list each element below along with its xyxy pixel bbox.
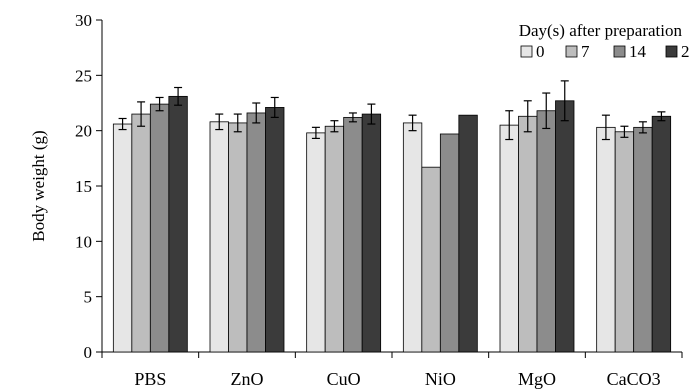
bar [343,116,363,353]
x-tick-label: ZnO [231,369,264,389]
bar [596,126,616,353]
bar [536,110,556,353]
y-axis: 0 5 10 15 20 25 30 [75,11,103,362]
y-tick-label: 15 [75,177,92,196]
legend-label: 0 [536,42,545,61]
bar [421,166,441,353]
bar [228,122,248,353]
bar [458,114,478,353]
bar [555,100,575,353]
bar [651,115,672,353]
y-tick-label: 0 [84,343,93,362]
bar [306,132,326,353]
legend-swatch [665,45,678,58]
bar [439,133,460,353]
bars [112,95,672,353]
bar [324,125,345,353]
legend-swatch [613,45,626,58]
bar [149,103,170,353]
error-bars [118,80,666,141]
bar [246,112,266,353]
bar [518,115,538,353]
legend-label: 14 [629,42,647,61]
legend-swatch [565,45,578,58]
y-tick-label: 10 [75,232,92,251]
bar [633,126,653,353]
y-tick-label: 20 [75,122,92,141]
x-tick-label: CaCO3 [607,369,661,389]
legend: Day(s) after preparation 0 7 14 21 [519,21,690,61]
bar [361,113,382,353]
bar [209,121,229,353]
legend-label: 7 [581,42,590,61]
x-tick-label: PBS [134,369,166,389]
x-tick-label: MgO [518,369,556,389]
bar [402,122,423,353]
bar [614,131,635,353]
x-tick-label: NiO [425,369,456,389]
y-tick-label: 5 [84,288,93,307]
bar [112,123,133,353]
y-tick-label: 30 [75,11,92,30]
bar [168,95,188,353]
bar [499,124,519,353]
legend-swatch [520,45,533,58]
legend-title: Day(s) after preparation [519,21,683,40]
bar [265,107,285,353]
y-axis-label: Body weight (g) [29,130,48,241]
legend-label: 21 [681,42,690,61]
y-tick-label: 25 [75,66,92,85]
bar [131,113,151,353]
x-axis: PBS ZnO CuO NiO MgO CaCO3 [101,351,683,389]
x-tick-label: CuO [327,369,361,389]
